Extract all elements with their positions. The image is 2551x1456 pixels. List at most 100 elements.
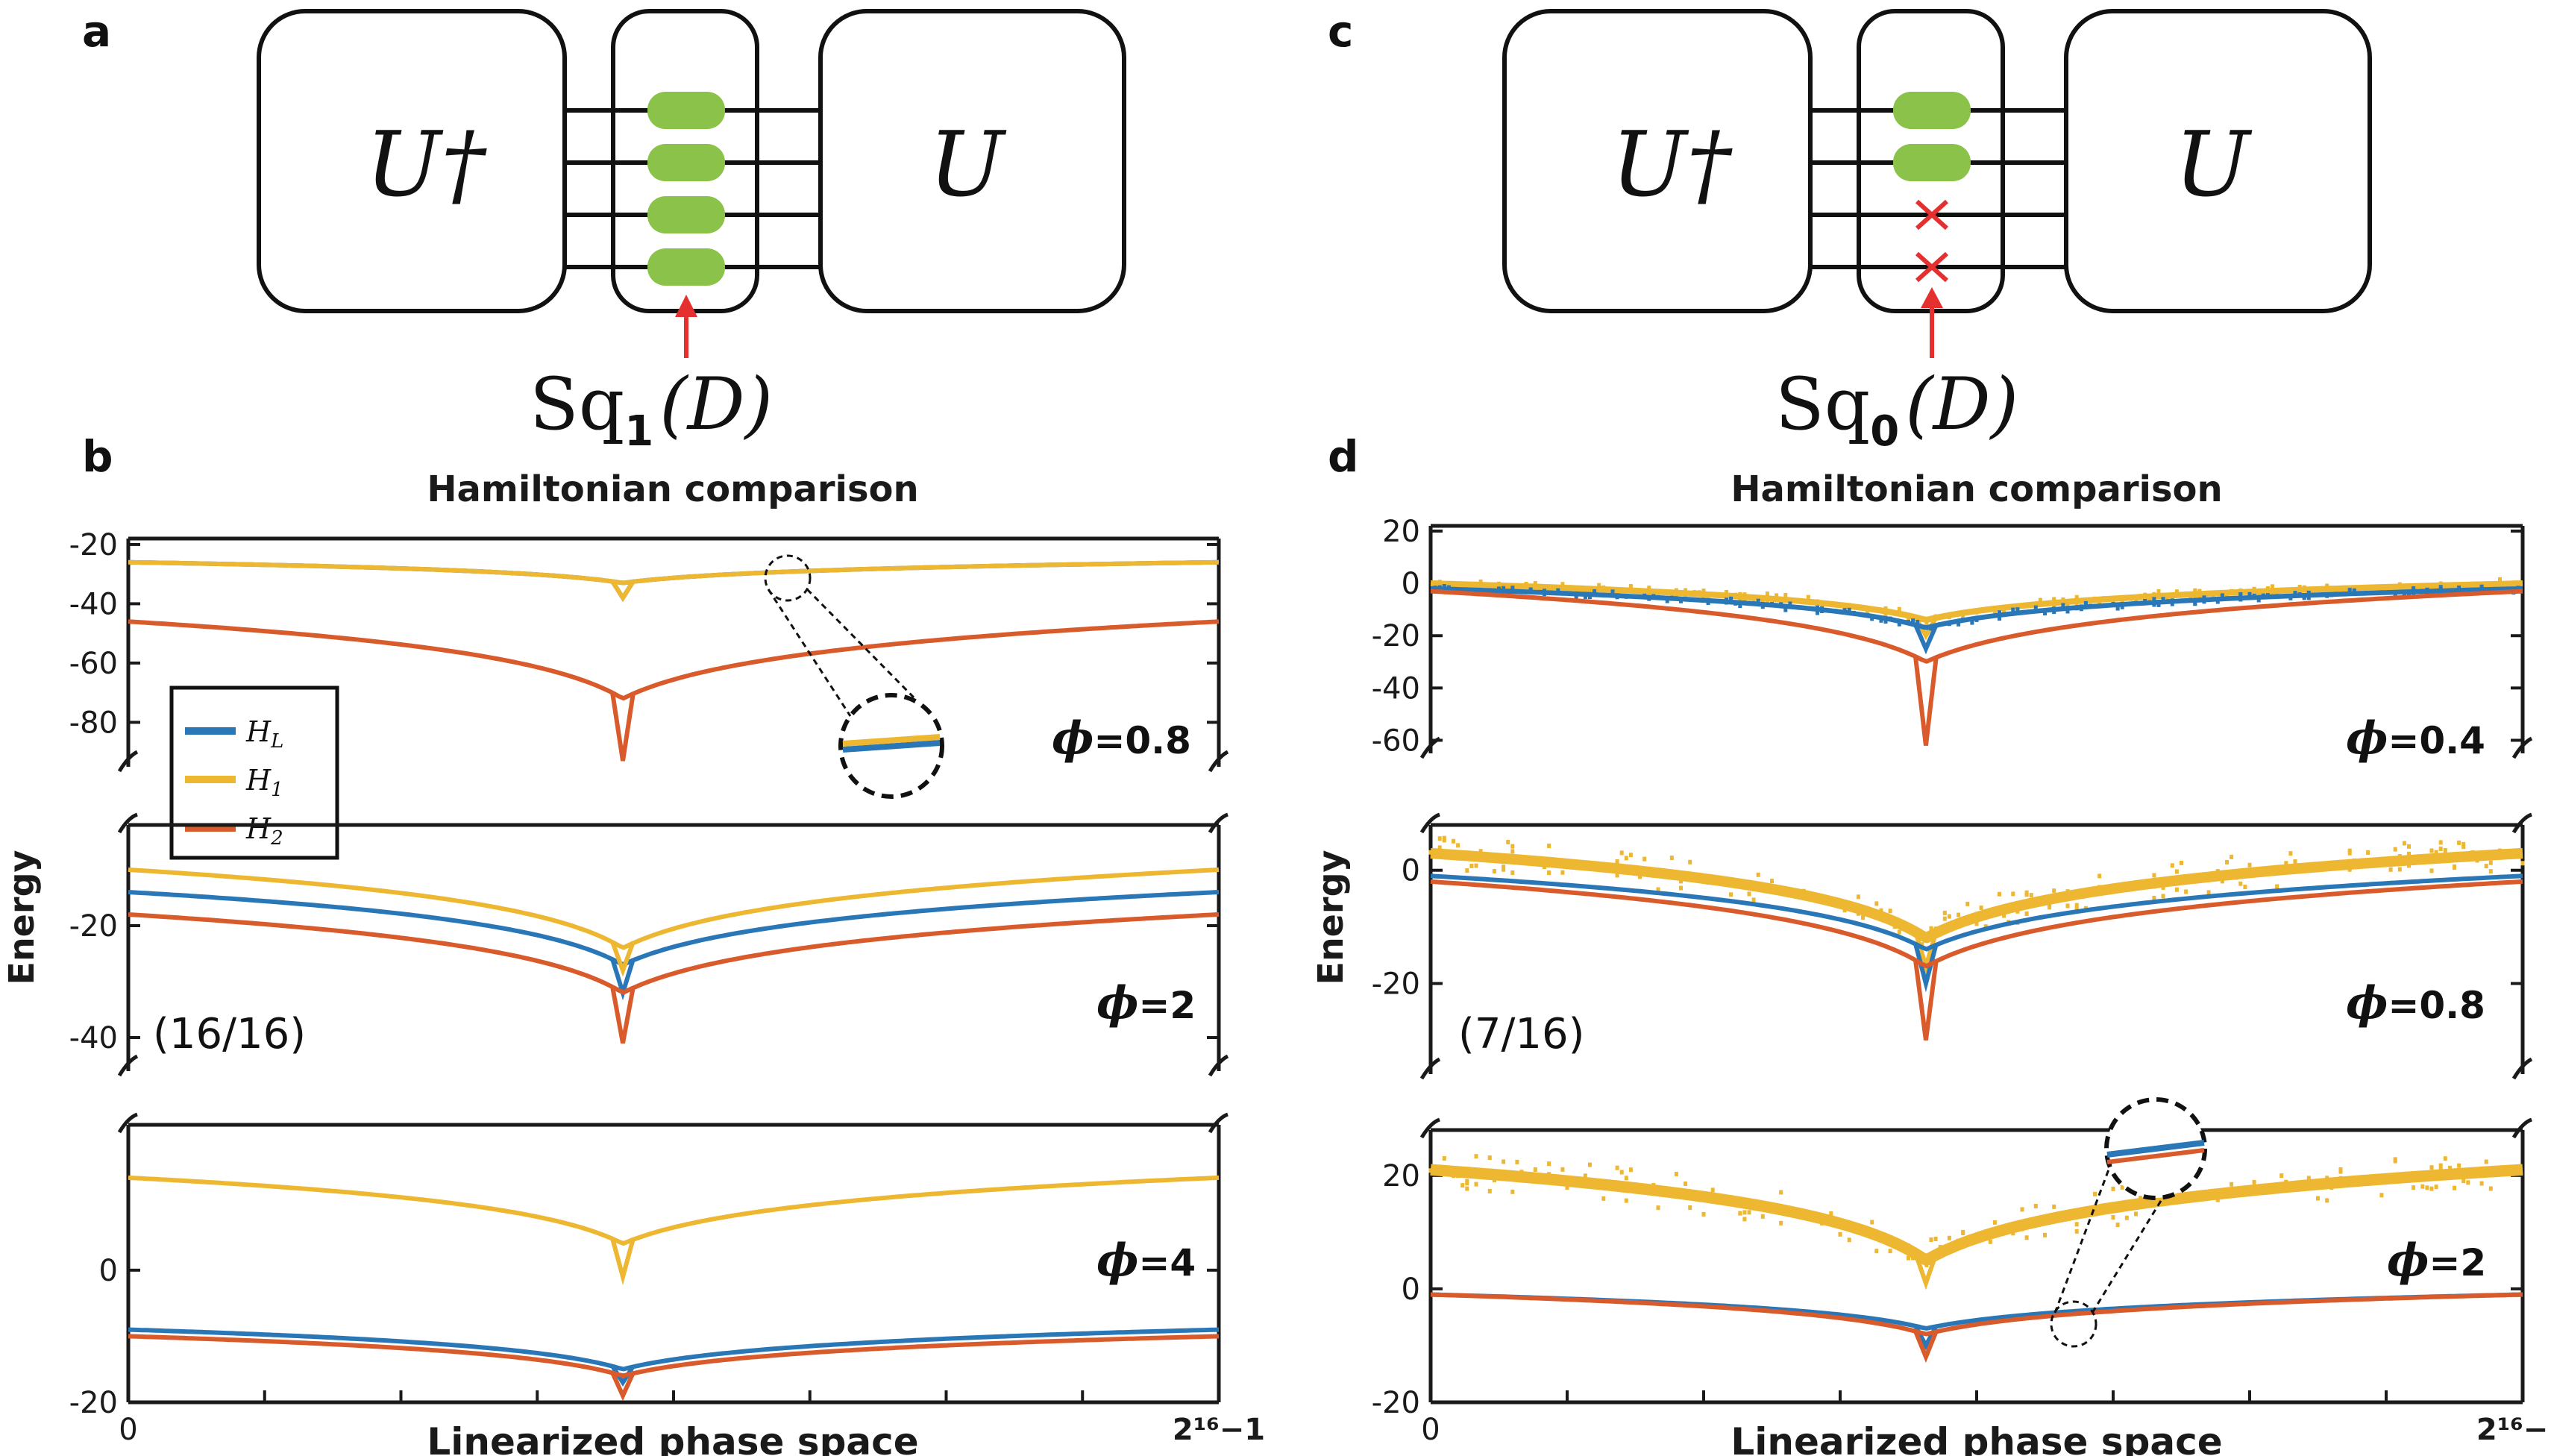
series-dip-h_2 (610, 1372, 636, 1402)
legend-label-h1: H1 (245, 764, 283, 801)
axis-break-mark (2511, 812, 2532, 834)
y-tick-label: -20 (1372, 1386, 1420, 1420)
axis-break-mark (117, 1054, 139, 1077)
u-dagger-label: U† (365, 113, 487, 217)
x-tick-end-d: 2¹⁶−1 (2476, 1413, 2551, 1447)
y-tick-label: 0 (1402, 854, 1420, 888)
series-line-h_1 (128, 559, 1220, 586)
subplot-b1: -20 -40 (69, 812, 1229, 1077)
squeeze-caption-main: Sq (530, 363, 624, 446)
green-block (647, 92, 725, 129)
subplot-d2: 20 0 -20 (1372, 1097, 2532, 1420)
zoom-connector (806, 588, 915, 699)
y-tick-label: -40 (1372, 671, 1420, 706)
squeeze-caption-main: Sq (1775, 363, 1870, 446)
chart-title-d: Hamiltonian comparison (1731, 468, 2222, 510)
y-tick-label: -20 (1372, 619, 1420, 653)
zoom-line-hl (842, 740, 941, 753)
u-box (2064, 9, 2372, 313)
phi-label-d0: ϕ=0.4 (2346, 712, 2485, 765)
y-tick-label: -40 (69, 587, 118, 621)
subplot-b0: -20 -40 -60 -80 (69, 528, 1229, 799)
legend: HL H1 H2 (169, 685, 339, 860)
axis-break-mark (1208, 1112, 1229, 1134)
x-axis-label-d: Linearized phase space (1731, 1420, 2222, 1456)
panel-label-a: a (82, 6, 111, 57)
zoom-connector (2053, 1163, 2112, 1314)
legend-label-h2: H2 (245, 812, 283, 850)
series-line-h_2 (128, 1334, 1220, 1378)
squeeze-caption-sub: 1 (624, 407, 653, 456)
panel-label-d: d (1328, 431, 1359, 482)
zoom-line-h1 (842, 734, 941, 747)
series-line-h_1 (128, 1175, 1220, 1246)
phi-label-d1: ϕ=0.8 (2346, 977, 2485, 1029)
subplot-d1: 0 -20 (1372, 812, 2533, 1080)
green-block (647, 144, 725, 181)
series-line-h_1 (1429, 847, 2524, 944)
axis-break-mark (117, 812, 138, 834)
panel-label-c: c (1328, 6, 1353, 57)
squeeze-caption-arg: (D) (1905, 363, 2018, 446)
series-dip-h_l (1913, 624, 1939, 655)
y-axis-label-d: Energy (1311, 850, 1351, 985)
series-dip-h_2 (610, 986, 636, 1044)
series-dip-h_2 (1913, 959, 1939, 1041)
x-tick-end-b: 2¹⁶−1 (1173, 1413, 1265, 1447)
axis-break-mark (1419, 1057, 1441, 1080)
y-tick-label: -20 (1372, 967, 1420, 1002)
series-line-h_1 (1429, 1164, 2524, 1266)
series-line-h_l (128, 890, 1220, 967)
squeeze-caption: Sq0(D) (1775, 363, 2018, 456)
phi-label-b0: ϕ=0.8 (1052, 712, 1191, 765)
green-block (647, 196, 725, 233)
chart-title-b: Hamiltonian comparison (427, 468, 918, 510)
y-tick-label: 0 (99, 1254, 118, 1288)
y-tick-label: 20 (1382, 515, 1420, 549)
phi-label-b1: ϕ=2 (1096, 977, 1196, 1029)
subplot-b2: 0 -20 (69, 1112, 1229, 1420)
series-line-h_2 (1430, 589, 2523, 664)
series-line-h_l (128, 1327, 1220, 1372)
green-block (647, 248, 725, 286)
axis-break-mark (1208, 1054, 1229, 1077)
fraction-annotation-d: (7/16) (1458, 1010, 1584, 1058)
axis-break-mark (1419, 1117, 1440, 1139)
series-line-h_2 (128, 912, 1220, 995)
red-cross-icon (1915, 199, 1949, 230)
fraction-annotation-b: (16/16) (153, 1010, 306, 1058)
series-line-h_l (1430, 873, 2523, 952)
legend-label-hl: HL (245, 715, 283, 753)
series-line-h_2 (128, 619, 1220, 701)
zoom-line-hl (2106, 1140, 2205, 1158)
series-line-h_2 (1430, 1292, 2523, 1337)
axis-break-mark (2511, 1117, 2532, 1139)
series-dip-h_1 (1913, 1252, 1939, 1290)
subplot-d0: 20 0 -20 -40 -60 (1372, 515, 2533, 759)
phi-label-b2: ϕ=4 (1096, 1234, 1196, 1287)
circuit-diagram-c: U† U Sq0(D) (1502, 9, 2372, 456)
y-tick-label: 0 (1402, 567, 1420, 601)
axis-break-mark (1208, 750, 1229, 773)
y-tick-label: -60 (69, 647, 118, 681)
u-label: U (2174, 113, 2253, 217)
arrow-head-icon (1921, 287, 1943, 308)
y-tick-label: 0 (1402, 1273, 1420, 1307)
x-axis-label-b: Linearized phase space (427, 1420, 918, 1456)
zoom-source-circle (764, 554, 812, 602)
zoom-source-circle (2050, 1300, 2097, 1348)
u-label: U (929, 113, 1007, 217)
series-dip-h_2 (1913, 656, 1939, 746)
x-tick-start-b: 0 (119, 1413, 137, 1447)
series-dip-h_1 (610, 1237, 636, 1286)
series-dip-h_2 (1913, 1330, 1939, 1364)
red-cross-icon (1915, 251, 1949, 283)
u-dagger-box (1502, 9, 1813, 313)
series-dip-h_2 (610, 691, 636, 762)
y-tick-label: -80 (69, 706, 118, 740)
x-tick-start-d: 0 (1421, 1413, 1440, 1447)
series-dip-h_1 (610, 580, 636, 603)
series-line-h_2 (1430, 879, 2523, 969)
zoom-connector (2091, 1196, 2165, 1314)
